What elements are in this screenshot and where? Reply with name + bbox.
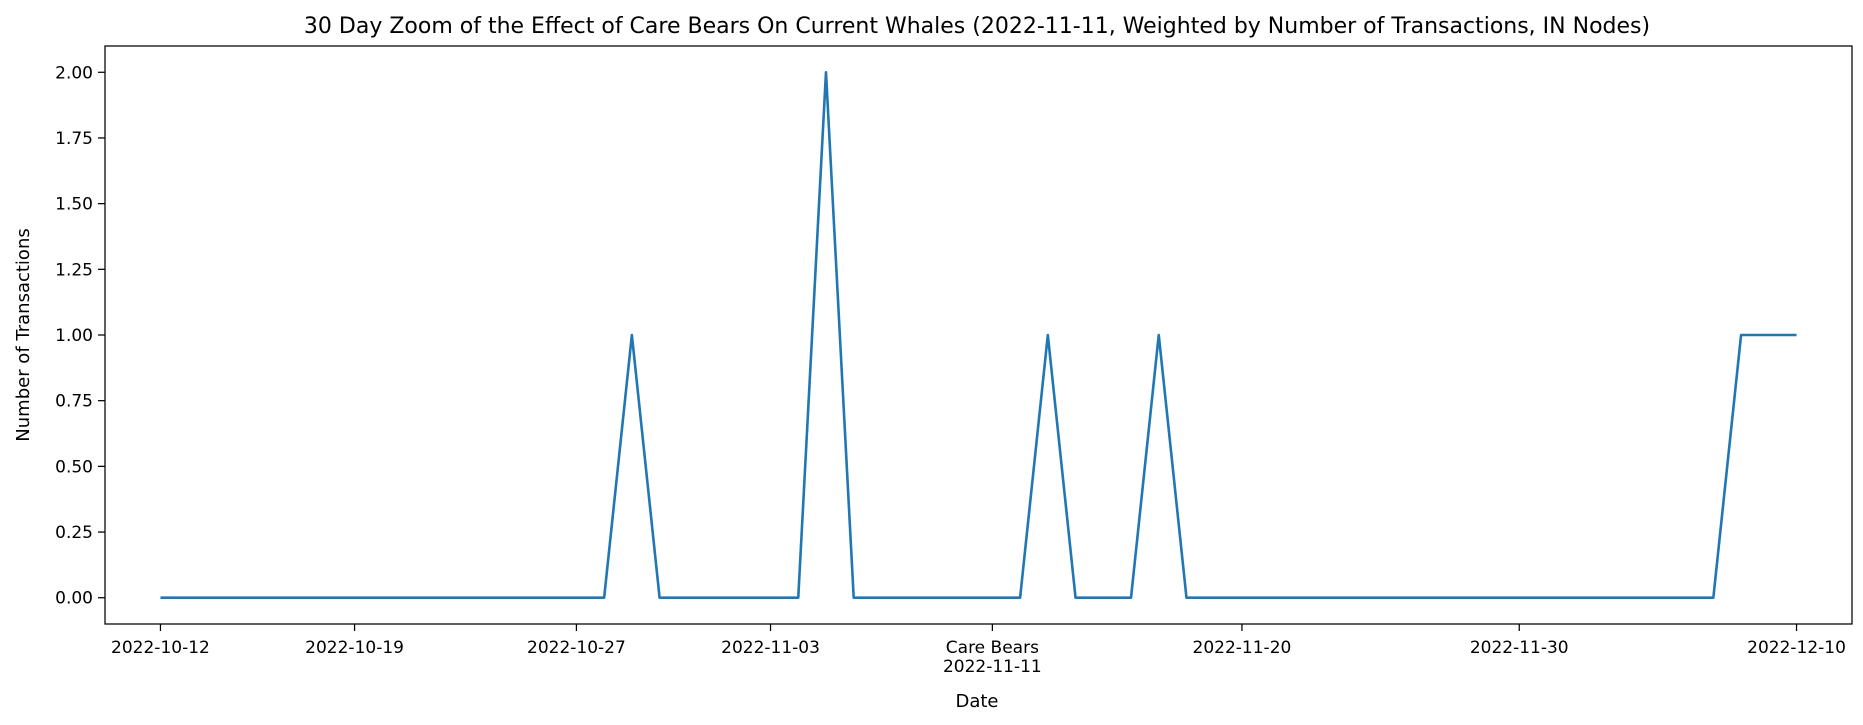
y-tick-label: 0.00 (55, 589, 93, 609)
y-tick-label: 0.25 (55, 523, 93, 543)
y-axis: 0.00 0.25 0.50 0.75 1.00 1.25 1.50 1.75 2.00 (55, 63, 105, 609)
y-axis-title: Number of Transactions (13, 228, 34, 441)
y-tick-label: 0.75 (55, 392, 93, 412)
series-line-0 (160, 70, 1797, 600)
y-tick-label: 1.25 (55, 260, 93, 280)
x-tick-label: 2022-10-19 (305, 638, 404, 658)
y-tick-label: 1.50 (55, 195, 93, 215)
x-tick-label: 2022-11-03 (721, 638, 820, 658)
x-tick-label: 2022-11-30 (1470, 638, 1569, 658)
x-tick-label: Care Bears (946, 638, 1039, 658)
x-tick-label: 2022-10-12 (111, 638, 210, 658)
y-tick-label: 1.75 (55, 129, 93, 149)
y-tick-label: 1.00 (55, 326, 93, 346)
x-tick-label-line2: 2022-11-11 (943, 657, 1042, 677)
x-axis: 2022-10-12 2022-10-19 2022-10-27 2022-11-03… (111, 624, 1846, 677)
y-tick-label: 2.00 (55, 63, 93, 83)
x-tick-label: 2022-10-27 (527, 638, 626, 658)
y-tick-label: 0.50 (55, 457, 93, 477)
plot-frame (104, 45, 1853, 625)
x-tick-label: 2022-11-20 (1193, 638, 1292, 658)
x-tick-label: 2022-12-10 (1747, 638, 1846, 658)
chart-title: 30 Day Zoom of the Effect of Care Bears … (304, 14, 1650, 39)
x-axis-title: Date (955, 691, 998, 712)
plot-area (160, 70, 1797, 600)
